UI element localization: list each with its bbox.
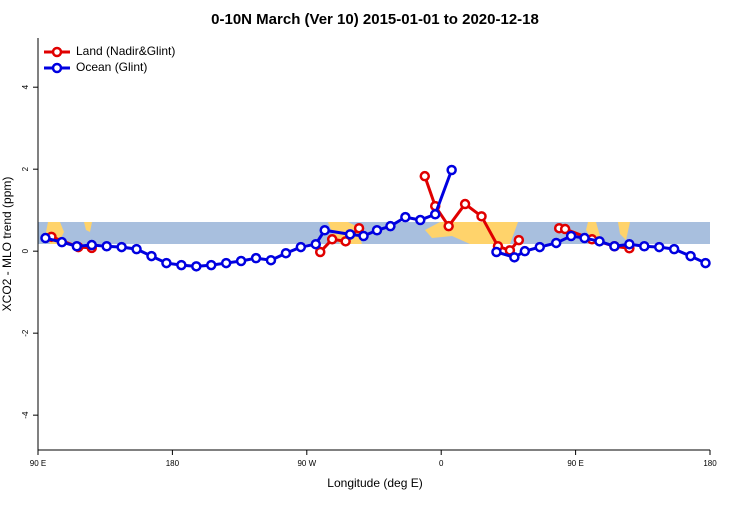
data-point: [250, 252, 262, 264]
data-point: [504, 245, 516, 256]
x-tick-label: 90 E: [30, 459, 46, 468]
data-point: [205, 259, 217, 271]
x-tick-label: 0: [439, 459, 444, 468]
data-point: [265, 254, 277, 266]
data-point: [700, 257, 711, 269]
legend-marker: [51, 62, 63, 74]
data-point: [513, 234, 525, 246]
data-point: [509, 252, 520, 263]
data-point: [358, 230, 369, 242]
y-tick-label: 4: [21, 84, 30, 89]
land-shape: [84, 222, 92, 232]
legend-marker: [51, 46, 63, 58]
data-point: [459, 198, 471, 210]
data-point: [314, 246, 326, 258]
data-point: [639, 241, 650, 252]
y-tick-label: -2: [21, 329, 30, 337]
legend-label: Ocean (Glint): [76, 60, 147, 74]
data-point: [191, 261, 202, 272]
data-point: [550, 237, 562, 249]
data-point: [400, 211, 411, 223]
data-point: [280, 247, 292, 259]
data-point: [559, 223, 571, 235]
data-point: [56, 236, 68, 248]
data-point: [385, 220, 396, 232]
data-point: [295, 241, 307, 253]
data-point: [344, 229, 356, 240]
data-point: [176, 259, 187, 271]
data-point: [161, 257, 172, 269]
data-point: [86, 239, 98, 251]
data-point: [40, 232, 51, 244]
data-point: [371, 225, 383, 236]
data-point: [594, 236, 605, 247]
data-point: [131, 243, 142, 255]
data-point: [310, 238, 322, 250]
y-tick-label: 0: [21, 248, 30, 253]
data-point: [146, 250, 157, 262]
data-point: [519, 245, 531, 257]
data-point: [476, 211, 487, 222]
land-shape: [618, 222, 630, 240]
data-point: [534, 241, 546, 253]
series-line: [45, 169, 707, 268]
data-point: [419, 170, 431, 182]
data-point: [446, 164, 457, 176]
data-point: [235, 255, 247, 267]
data-point: [340, 236, 351, 247]
data-point: [624, 238, 635, 250]
y-tick-label: 2: [21, 166, 30, 171]
legend-label: Land (Nadir&Glint): [76, 44, 175, 58]
x-tick-label: 180: [166, 459, 180, 468]
data-point: [668, 243, 680, 255]
x-tick-label: 180: [703, 459, 717, 468]
data-point: [443, 220, 454, 232]
x-tick-label: 90 W: [297, 459, 316, 468]
data-point: [565, 230, 577, 242]
data-point: [609, 241, 620, 252]
data-point: [220, 257, 232, 269]
data-point: [491, 246, 502, 258]
data-point: [101, 241, 112, 252]
data-point: [579, 232, 590, 244]
x-axis-label: Longitude (deg E): [327, 476, 422, 490]
data-point: [326, 234, 338, 245]
chart-title: 0-10N March (Ver 10) 2015-01-01 to 2020-…: [211, 11, 539, 28]
data-point: [319, 225, 330, 236]
data-point: [429, 209, 441, 220]
data-point: [653, 241, 665, 253]
y-tick-label: -4: [21, 411, 30, 419]
data-point: [71, 241, 83, 252]
data-point: [116, 241, 127, 253]
data-point: [353, 222, 365, 234]
data-point: [415, 214, 426, 226]
x-tick-label: 90 E: [567, 459, 583, 468]
data-point: [685, 250, 696, 262]
y-axis-label: XCO2 - MLO trend (ppm): [0, 177, 14, 312]
